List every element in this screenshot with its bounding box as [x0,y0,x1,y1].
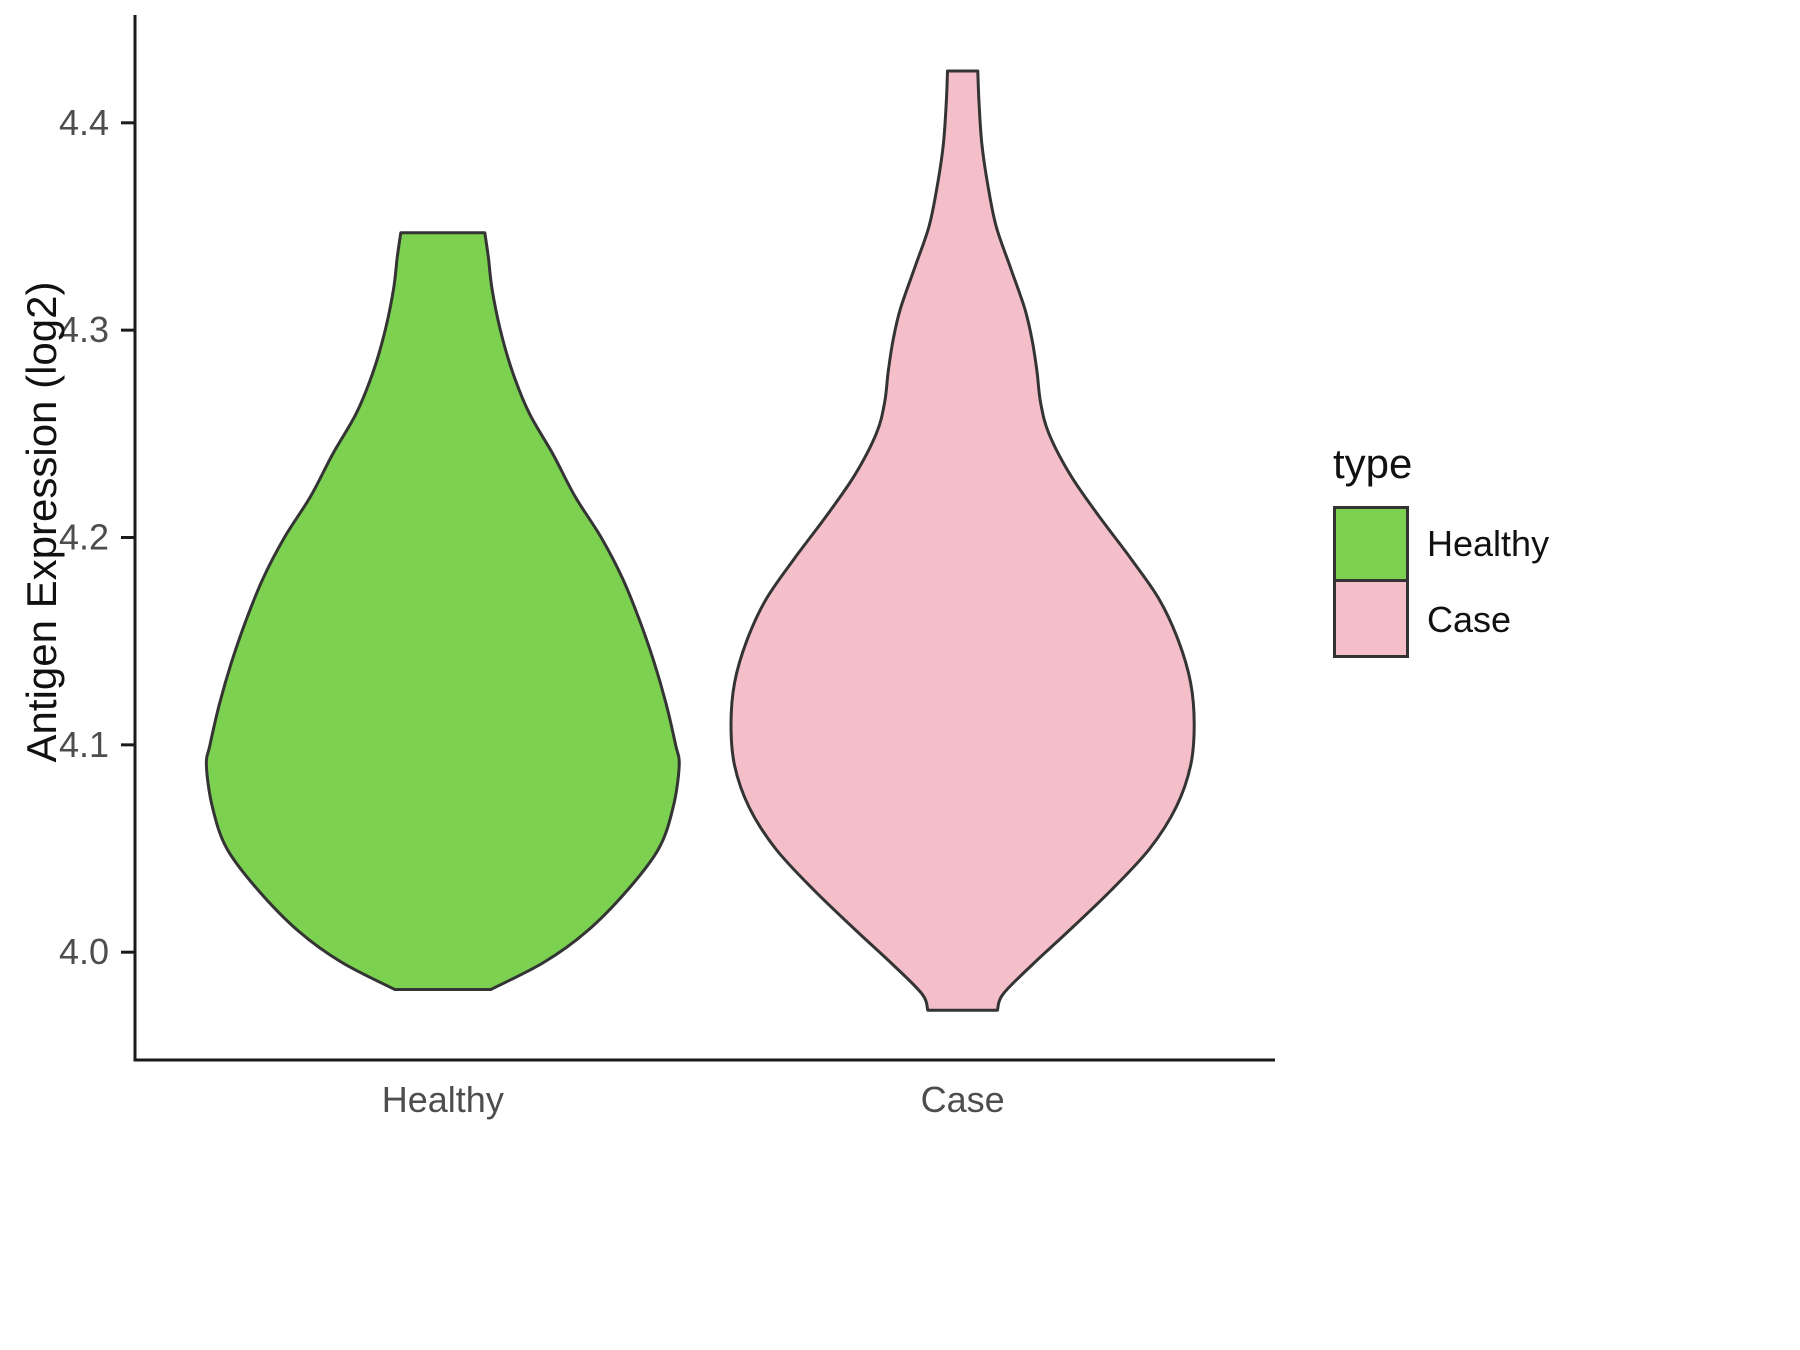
x-tick-label: Case [921,1079,1005,1120]
y-tick-label: 4.1 [59,724,109,765]
y-tick-label: 4.4 [59,102,109,143]
violin-case [729,69,1196,1012]
x-tick-label: Healthy [382,1079,504,1120]
y-tick-label: 4.3 [59,309,109,350]
y-tick-label: 4.0 [59,931,109,972]
legend-entry-healthy: Healthy [1333,506,1549,582]
legend-label-healthy: Healthy [1427,523,1550,564]
legend: type Healthy Case [1333,440,1549,658]
violin-healthy [204,231,681,991]
y-axis-title: Antigen Expression (log2) [18,281,65,763]
legend-label-case: Case [1427,599,1512,640]
legend-entry-case: Case [1333,582,1549,658]
legend-key-case-swatch [1333,582,1409,658]
y-tick-label: 4.2 [59,517,109,558]
legend-key-healthy-swatch [1333,506,1409,582]
legend-title: type [1333,440,1413,487]
